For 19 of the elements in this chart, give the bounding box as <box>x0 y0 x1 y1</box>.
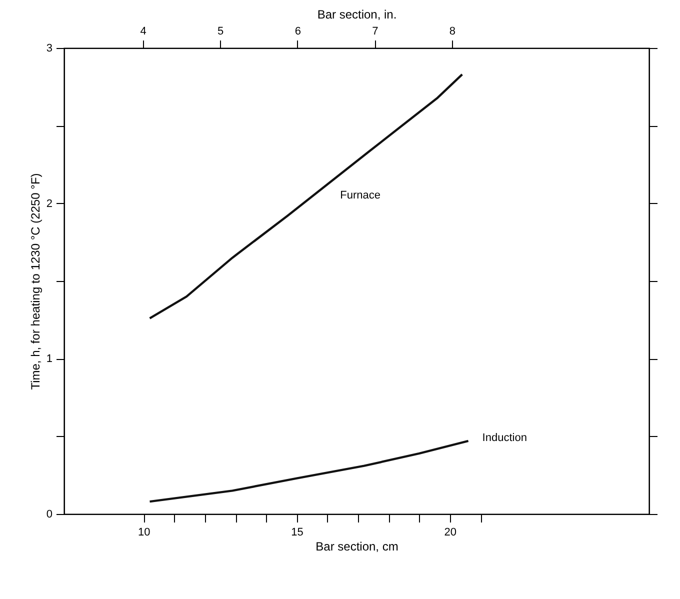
x2-tick-label: 5 <box>218 26 224 38</box>
x2-tick-label: 6 <box>294 26 301 38</box>
y-tick-label: 0 <box>46 508 52 520</box>
line-series <box>148 73 464 320</box>
line-series <box>148 440 470 503</box>
x-tick-label: 15 <box>291 526 304 538</box>
x2-tick-label: 7 <box>372 26 378 38</box>
series-label: Induction <box>482 432 527 444</box>
y-tick-label: 1 <box>46 353 52 366</box>
y-axis-title: Time, h, for heating to 1230 °C (2250 °F) <box>28 173 42 390</box>
x2-axis-title: Bar section, in. <box>317 8 397 22</box>
y-tick-label: 3 <box>46 42 52 54</box>
x2-tick-label: 4 <box>140 26 146 38</box>
x-tick-label: 20 <box>444 526 457 538</box>
y-tick-label: 2 <box>46 198 52 210</box>
x-axis-title: Bar section, cm <box>316 540 398 554</box>
x-tick-label: 10 <box>138 526 150 538</box>
x2-tick-label: 8 <box>449 26 456 38</box>
series-label: Furnace <box>340 190 380 202</box>
